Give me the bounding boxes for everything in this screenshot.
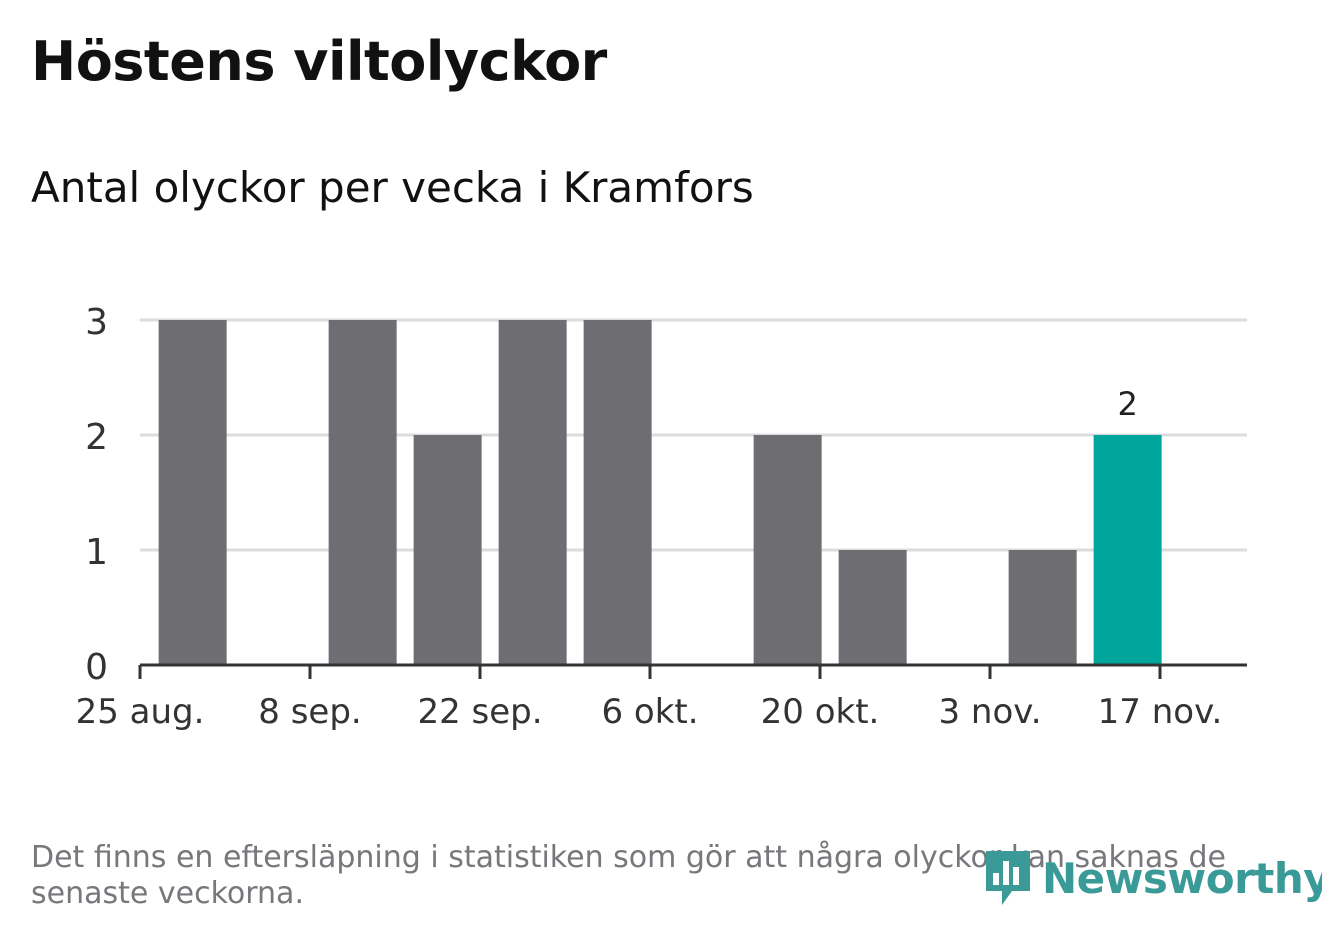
bar xyxy=(753,435,822,665)
bar xyxy=(158,320,227,665)
newsworthy-logo[interactable]: Newsworthy xyxy=(982,846,1322,910)
newsworthy-chart-bubble-icon xyxy=(986,851,1030,905)
logo-text: Newsworthy xyxy=(1042,853,1322,903)
y-tick-label: 2 xyxy=(85,417,108,458)
y-tick-label: 0 xyxy=(85,647,108,688)
labels: 0 1 2 3 2 25 aug. 8 sep. 22 sep. 6 okt. 20 okt. 3 … xyxy=(76,302,1223,732)
x-tick-label: 8 sep. xyxy=(258,692,361,732)
x-tick-label: 25 aug. xyxy=(76,692,205,732)
bar xyxy=(583,320,652,665)
y-tick-label: 3 xyxy=(85,302,108,343)
bars xyxy=(158,320,1162,665)
data-label: 2 xyxy=(1117,385,1137,423)
x-tick-label: 6 okt. xyxy=(601,692,698,732)
bar xyxy=(328,320,397,665)
bar xyxy=(838,550,907,665)
chart-subtitle: Antal olyckor per vecka i Kramfors xyxy=(31,163,754,212)
bar xyxy=(1093,435,1162,665)
axes xyxy=(138,663,1247,679)
chart-title: Höstens viltolyckor xyxy=(31,30,607,93)
x-tick-label: 3 nov. xyxy=(938,692,1041,732)
bar xyxy=(413,435,482,665)
y-tick-label: 1 xyxy=(85,532,108,573)
bar-chart: 0 1 2 3 2 25 aug. 8 sep. 22 sep. 6 okt. 20 okt. 3 … xyxy=(76,302,1247,732)
bar xyxy=(498,320,567,665)
x-tick-label: 20 okt. xyxy=(761,692,880,732)
gridlines xyxy=(140,318,1247,552)
bar xyxy=(1008,550,1077,665)
x-tick-label: 22 sep. xyxy=(417,692,542,732)
x-tick-label: 17 nov. xyxy=(1098,692,1223,732)
